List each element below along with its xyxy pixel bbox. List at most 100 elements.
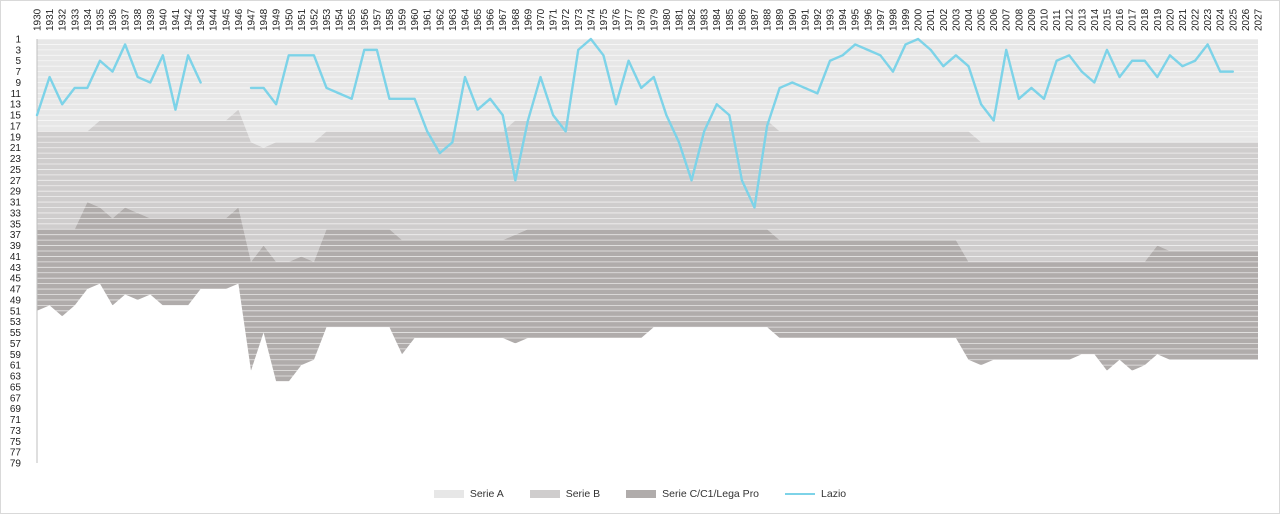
x-tick-label: 1931 — [45, 8, 56, 31]
y-tick-label: 73 — [10, 426, 22, 437]
y-tick-label: 17 — [10, 121, 22, 132]
x-tick-label: 1968 — [511, 8, 522, 31]
x-tick-label: 1973 — [574, 8, 585, 31]
x-tick-label: 1959 — [398, 8, 409, 31]
y-tick-label: 67 — [10, 393, 22, 404]
x-tick-label: 2008 — [1014, 8, 1025, 31]
x-tick-label: 1988 — [763, 8, 774, 31]
y-tick-label: 21 — [10, 143, 22, 154]
x-tick-label: 1933 — [70, 8, 81, 31]
x-tick-label: 2014 — [1090, 8, 1101, 31]
y-tick-label: 51 — [10, 306, 22, 317]
y-tick-label: 27 — [10, 176, 22, 187]
x-tick-label: 2011 — [1052, 9, 1063, 31]
x-tick-label: 1954 — [335, 8, 346, 31]
y-tick-label: 29 — [10, 187, 22, 198]
x-tick-label: 1991 — [800, 8, 811, 31]
x-tick-label: 1932 — [58, 8, 69, 31]
y-tick-label: 45 — [10, 274, 22, 285]
x-tick-label: 2005 — [977, 8, 988, 31]
legend-item-serie-c: Serie C/C1/Lega Pro — [626, 488, 759, 500]
y-tick-label: 7 — [15, 67, 21, 78]
x-tick-label: 2023 — [1203, 8, 1214, 31]
y-tick-label: 53 — [10, 317, 22, 328]
x-tick-label: 1940 — [158, 8, 169, 31]
x-tick-label: 2007 — [1002, 8, 1013, 31]
x-tick-label: 2002 — [939, 8, 950, 31]
y-tick-label: 71 — [10, 415, 22, 426]
y-tick-label: 75 — [10, 437, 22, 448]
x-tick-label: 2010 — [1040, 8, 1051, 31]
x-tick-label: 1943 — [196, 8, 207, 31]
x-tick-label: 2021 — [1178, 8, 1189, 31]
y-tick-label: 37 — [10, 230, 22, 241]
y-tick-label: 25 — [10, 165, 22, 176]
y-tick-label: 3 — [15, 45, 21, 56]
x-tick-label: 1934 — [83, 8, 94, 31]
x-tick-label: 1939 — [146, 8, 157, 31]
legend-item-lazio: Lazio — [785, 488, 846, 500]
x-tick-label: 1936 — [108, 8, 119, 31]
x-tick-label: 1970 — [536, 8, 547, 31]
y-tick-label: 19 — [10, 132, 22, 143]
x-tick-label: 1990 — [788, 8, 799, 31]
legend-swatch-serie-b — [529, 490, 560, 498]
gridlines — [36, 38, 1258, 464]
legend-item-serie-b: Serie B — [529, 488, 600, 500]
x-tick-label: 1979 — [649, 8, 660, 31]
x-tick-label: 1942 — [184, 8, 195, 31]
x-tick-label: 1974 — [586, 8, 597, 31]
x-tick-label: 2022 — [1191, 8, 1202, 31]
x-tick-label: 1996 — [863, 8, 874, 31]
x-tick-label: 1961 — [423, 8, 434, 31]
legend-swatch-lazio — [785, 493, 816, 495]
x-tick-label: 1978 — [637, 8, 648, 31]
y-tick-label: 55 — [10, 328, 22, 339]
x-tick-label: 1955 — [347, 8, 358, 31]
x-tick-label: 1993 — [826, 8, 837, 31]
x-tick-label: 1962 — [435, 8, 446, 31]
band-serie-c-c1-lega-pro — [37, 202, 1258, 382]
x-tick-label: 1986 — [737, 8, 748, 31]
x-tick-label: 1952 — [309, 8, 320, 31]
y-tick-label: 59 — [10, 350, 22, 361]
x-tick-label: 2006 — [989, 8, 1000, 31]
x-tick-label: 1948 — [259, 8, 270, 31]
x-tick-label: 1950 — [284, 8, 295, 31]
x-tick-label: 1953 — [322, 8, 333, 31]
legend: Serie A Serie B Serie C/C1/Lega Pro Lazi… — [0, 486, 1280, 502]
x-tick-label: 1977 — [624, 8, 635, 31]
x-tick-label: 1984 — [712, 8, 723, 31]
y-tick-label: 33 — [10, 208, 22, 219]
x-tick-label: 1980 — [662, 8, 673, 31]
y-tick-label: 5 — [15, 56, 21, 67]
x-tick-label: 2017 — [1128, 8, 1139, 31]
x-tick-label: 1997 — [876, 8, 887, 31]
x-tick-label: 1956 — [360, 8, 371, 31]
x-tick-label: 1958 — [385, 8, 396, 31]
y-tick-label: 49 — [10, 295, 22, 306]
y-tick-label: 15 — [10, 111, 22, 122]
y-tick-label: 69 — [10, 404, 22, 415]
x-tick-label: 2016 — [1115, 8, 1126, 31]
x-tick-label: 1972 — [561, 8, 572, 31]
x-tick-label: 1975 — [599, 8, 610, 31]
x-tick-label: 1994 — [838, 8, 849, 31]
x-tick-label: 1951 — [297, 8, 308, 31]
x-tick-label: 1964 — [460, 8, 471, 31]
y-tick-label: 31 — [10, 198, 22, 209]
x-tick-label: 2020 — [1165, 8, 1176, 31]
x-tick-label: 1949 — [272, 8, 283, 31]
x-tick-label: 2004 — [964, 8, 975, 31]
x-tick-label: 2019 — [1153, 8, 1164, 31]
x-tick-label: 1960 — [410, 8, 421, 31]
x-tick-label: 1966 — [486, 8, 497, 31]
x-tick-label: 1947 — [246, 8, 257, 31]
x-tick-label: 2026 — [1241, 8, 1252, 31]
y-tick-label: 47 — [10, 285, 22, 296]
x-tick-label: 1976 — [612, 8, 623, 31]
x-tick-label: 1969 — [523, 8, 534, 31]
y-tick-label: 23 — [10, 154, 22, 165]
legend-swatch-serie-a — [433, 490, 464, 498]
